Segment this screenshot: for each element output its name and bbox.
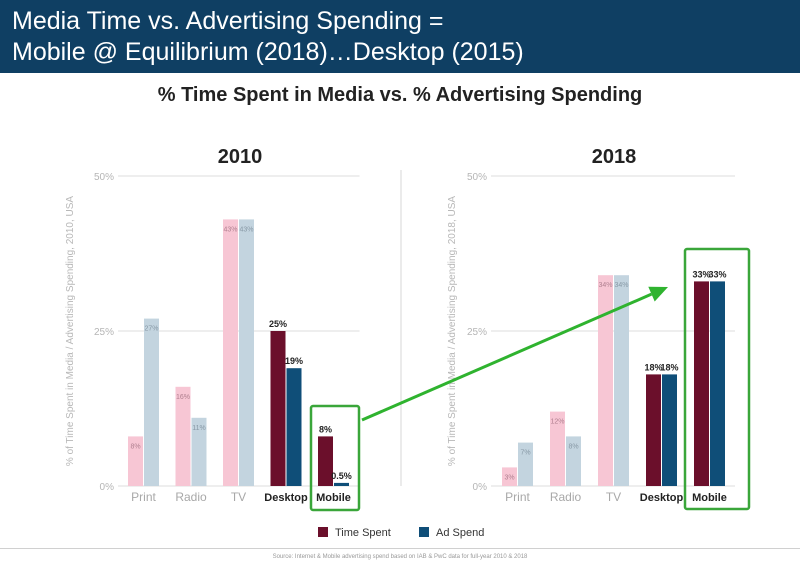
x-tick-label-radio: Radio <box>550 490 582 504</box>
x-tick-label-radio: Radio <box>175 490 207 504</box>
data-label: 27% <box>144 326 158 333</box>
x-tick-label-desktop: Desktop <box>264 492 308 504</box>
x-tick-label-print: Print <box>505 490 530 504</box>
bar-2010-desktop-ad-spend <box>286 368 302 486</box>
bar-2018-desktop-ad-spend <box>662 374 677 486</box>
data-label: 18% <box>660 362 678 372</box>
bar-2010-mobile-time-spent <box>318 436 333 486</box>
bar-2018-radio-ad-spend <box>566 436 581 486</box>
x-tick-label-mobile: Mobile <box>316 492 351 504</box>
data-label: 19% <box>285 356 303 366</box>
trend-arrow-head <box>648 286 668 302</box>
bar-2010-tv-ad-spend <box>239 219 254 486</box>
bar-2018-print-ad-spend <box>518 442 533 486</box>
data-label: 33% <box>708 269 726 279</box>
mobile-highlight-box-2018 <box>683 247 751 511</box>
x-tick-label-desktop: Desktop <box>640 492 684 504</box>
bar-2010-radio-ad-spend <box>191 417 207 486</box>
legend-label-ad-spend: Ad Spend <box>436 527 484 539</box>
data-label: 12% <box>550 419 564 426</box>
panel-title-2018: 2018 <box>592 146 637 168</box>
header-title-line-1: Media Time vs. Advertising Spending = <box>12 7 444 35</box>
mobile-highlight-box-2010 <box>309 404 361 512</box>
bar-2010-print-ad-spend <box>144 318 159 486</box>
y-tick-label: 25% <box>94 327 114 338</box>
x-tick-label-tv: TV <box>606 490 621 504</box>
y-tick-label: 0% <box>100 482 115 493</box>
legend-swatch-time-spent <box>318 527 328 537</box>
header-banner: Media Time vs. Advertising Spending = Mo… <box>0 0 800 73</box>
y-tick-label: 50% <box>467 172 487 183</box>
data-label: 43% <box>239 226 253 233</box>
bar-2018-desktop-time-spent <box>646 374 661 486</box>
bar-2018-tv-time-spent <box>598 275 613 486</box>
chart-title: % Time Spent in Media vs. % Advertising … <box>157 84 643 106</box>
y-tick-label: 25% <box>467 327 487 338</box>
header-title-line-2: Mobile @ Equilibrium (2018)…Desktop (201… <box>12 38 524 66</box>
y-axis-label: % of Time Spent in Media / Advertising S… <box>65 196 76 466</box>
bar-2018-radio-time-spent <box>550 411 565 486</box>
data-label: 3% <box>504 474 514 481</box>
data-label: 8% <box>130 443 140 450</box>
data-label: 11% <box>192 425 206 432</box>
bar-2010-radio-time-spent <box>175 386 191 486</box>
legend-label-time-spent: Time Spent <box>335 527 391 539</box>
panel-title-2010: 2010 <box>218 146 263 168</box>
bar-2018-mobile-ad-spend <box>710 281 725 486</box>
legend-swatch-ad-spend <box>419 527 429 537</box>
bar-2018-tv-ad-spend <box>614 275 629 486</box>
bar-2010-desktop-time-spent <box>270 331 286 486</box>
data-label: 25% <box>269 319 287 329</box>
x-tick-label-tv: TV <box>231 490 246 504</box>
x-tick-label-mobile: Mobile <box>692 492 727 504</box>
data-label: 16% <box>176 394 190 401</box>
y-tick-label: 50% <box>94 172 114 183</box>
source-note: Source: Internet & Mobile advertising sp… <box>272 554 528 560</box>
bar-2018-mobile-time-spent <box>694 281 709 486</box>
x-tick-label-print: Print <box>131 490 156 504</box>
bar-2010-print-time-spent <box>128 436 143 486</box>
y-axis-label: % of Time Spent in Media / Advertising S… <box>447 196 458 466</box>
data-label: 43% <box>223 226 237 233</box>
data-label: 0.5% <box>331 471 352 481</box>
data-label: 34% <box>614 282 628 289</box>
data-label: 8% <box>319 424 332 434</box>
footer-divider <box>0 548 800 549</box>
y-tick-label: 0% <box>473 482 488 493</box>
data-label: 34% <box>598 282 612 289</box>
bar-2018-print-time-spent <box>502 467 517 486</box>
bar-2010-tv-time-spent <box>223 219 238 486</box>
data-label: 33% <box>692 269 710 279</box>
data-label: 7% <box>520 450 530 457</box>
data-label: 18% <box>644 362 662 372</box>
bar-2010-mobile-ad-spend <box>334 482 349 486</box>
trend-arrow-shaft <box>361 292 653 422</box>
data-label: 8% <box>568 443 578 450</box>
